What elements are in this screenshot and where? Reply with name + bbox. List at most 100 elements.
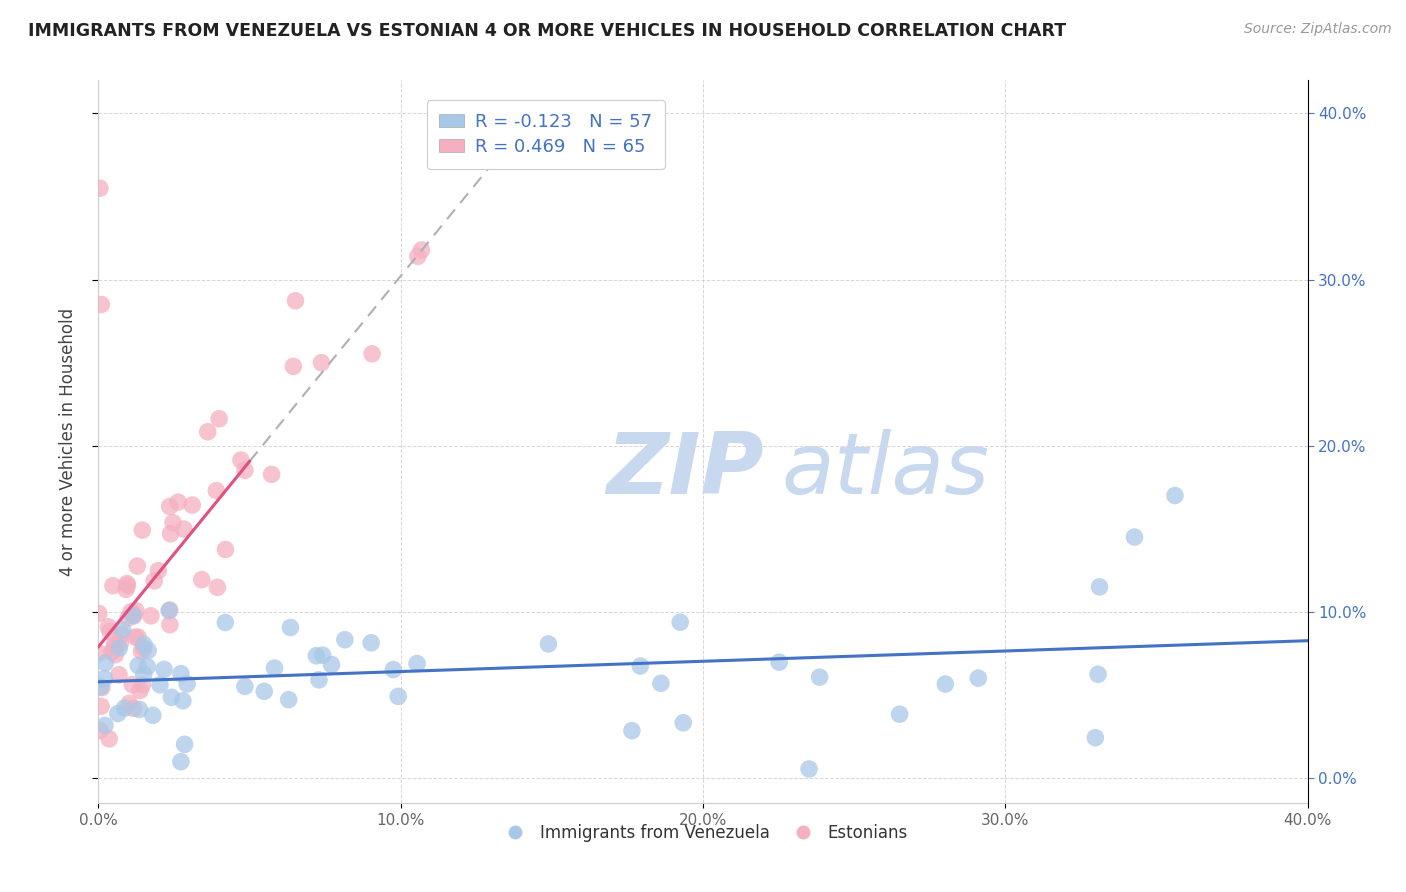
- Point: [131, 678, 153, 692]
- Point: [361, 347, 384, 361]
- Point: [159, 603, 181, 617]
- Point: [129, 683, 152, 698]
- Point: [1088, 580, 1111, 594]
- Point: [277, 692, 299, 706]
- Point: [283, 359, 305, 374]
- Point: [173, 737, 195, 751]
- Point: [118, 696, 141, 710]
- Text: atlas: atlas: [782, 429, 990, 512]
- Point: [263, 661, 285, 675]
- Point: [191, 573, 214, 587]
- Point: [122, 608, 145, 623]
- Point: [122, 701, 145, 715]
- Point: [537, 637, 560, 651]
- Legend: Immigrants from Venezuela, Estonians: Immigrants from Venezuela, Estonians: [491, 817, 915, 848]
- Point: [125, 603, 148, 617]
- Point: [90, 297, 112, 311]
- Point: [176, 677, 198, 691]
- Point: [280, 621, 302, 635]
- Point: [233, 680, 256, 694]
- Y-axis label: 4 or more Vehicles in Household: 4 or more Vehicles in Household: [59, 308, 77, 575]
- Point: [143, 574, 166, 588]
- Point: [768, 655, 790, 669]
- Point: [98, 731, 121, 746]
- Point: [934, 677, 956, 691]
- Point: [650, 676, 672, 690]
- Point: [1164, 489, 1187, 503]
- Point: [139, 608, 162, 623]
- Point: [181, 498, 204, 512]
- Point: [132, 641, 155, 656]
- Point: [519, 139, 541, 153]
- Point: [120, 605, 142, 619]
- Text: IMMIGRANTS FROM VENEZUELA VS ESTONIAN 4 OR MORE VEHICLES IN HOUSEHOLD CORRELATIO: IMMIGRANTS FROM VENEZUELA VS ESTONIAN 4 …: [28, 22, 1066, 40]
- Point: [101, 579, 124, 593]
- Point: [669, 615, 692, 630]
- Point: [115, 576, 138, 591]
- Point: [93, 672, 115, 686]
- Point: [628, 659, 651, 673]
- Point: [103, 638, 125, 652]
- Point: [98, 624, 121, 639]
- Point: [411, 243, 433, 257]
- Point: [162, 516, 184, 530]
- Point: [167, 495, 190, 509]
- Point: [360, 636, 382, 650]
- Point: [159, 526, 181, 541]
- Point: [197, 425, 219, 439]
- Point: [889, 707, 911, 722]
- Point: [170, 755, 193, 769]
- Point: [97, 620, 120, 634]
- Point: [104, 648, 127, 662]
- Point: [142, 708, 165, 723]
- Point: [136, 643, 159, 657]
- Point: [89, 181, 111, 195]
- Point: [208, 411, 231, 425]
- Point: [148, 564, 170, 578]
- Point: [1084, 731, 1107, 745]
- Point: [444, 139, 467, 153]
- Point: [284, 293, 307, 308]
- Point: [311, 356, 333, 370]
- Point: [333, 632, 356, 647]
- Point: [117, 578, 139, 592]
- Point: [132, 637, 155, 651]
- Point: [127, 658, 149, 673]
- Point: [115, 582, 138, 597]
- Text: Source: ZipAtlas.com: Source: ZipAtlas.com: [1244, 22, 1392, 37]
- Point: [382, 663, 405, 677]
- Point: [153, 662, 176, 676]
- Point: [207, 580, 229, 594]
- Point: [308, 673, 330, 687]
- Point: [149, 678, 172, 692]
- Point: [387, 690, 409, 704]
- Point: [620, 723, 643, 738]
- Point: [229, 453, 252, 467]
- Point: [94, 718, 117, 732]
- Point: [233, 463, 256, 477]
- Point: [406, 249, 429, 263]
- Point: [117, 611, 139, 625]
- Point: [110, 627, 132, 641]
- Point: [1123, 530, 1146, 544]
- Point: [173, 522, 195, 536]
- Point: [172, 694, 194, 708]
- Text: ZIP: ZIP: [606, 429, 763, 512]
- Point: [157, 603, 180, 617]
- Point: [311, 648, 333, 662]
- Point: [94, 656, 117, 670]
- Point: [121, 678, 143, 692]
- Point: [136, 659, 159, 673]
- Point: [321, 657, 343, 672]
- Point: [170, 666, 193, 681]
- Point: [214, 615, 236, 630]
- Point: [108, 640, 131, 655]
- Point: [107, 706, 129, 721]
- Point: [967, 671, 990, 685]
- Point: [87, 607, 110, 621]
- Point: [127, 630, 149, 644]
- Point: [101, 645, 124, 659]
- Point: [672, 715, 695, 730]
- Point: [159, 617, 181, 632]
- Point: [492, 147, 515, 161]
